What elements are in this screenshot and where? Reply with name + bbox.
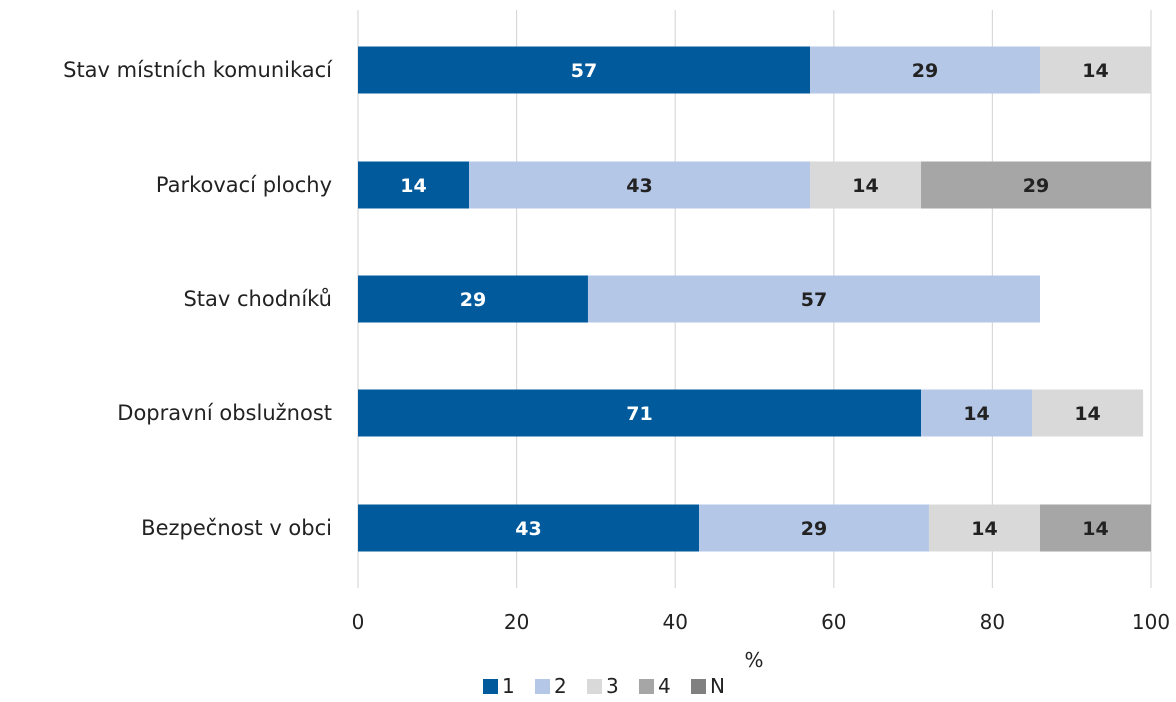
bar-segment-3: [1032, 389, 1144, 437]
data-label: 43: [626, 175, 652, 197]
x-tick-label: 40: [662, 610, 687, 634]
bar-segment-4: [1039, 504, 1151, 552]
bar-segment-1: [358, 389, 922, 437]
legend-swatch-1: [483, 679, 498, 694]
data-label: 14: [400, 175, 426, 197]
bar-segment-3: [1039, 46, 1151, 94]
legend-swatch-4: [639, 679, 654, 694]
category-labels: Stav místních komunikací Parkovací plochy…: [63, 58, 333, 540]
data-label: 14: [852, 175, 878, 197]
data-label: 43: [515, 518, 541, 540]
legend-label: N: [710, 674, 725, 698]
category-label: Dopravní obslužnost: [117, 401, 332, 425]
category-label: Parkovací plochy: [156, 173, 332, 197]
category-label: Stav chodníků: [183, 287, 332, 311]
bar-segment-2: [587, 275, 1040, 323]
legend-swatch-N: [691, 679, 706, 694]
data-label: 57: [571, 60, 597, 82]
bar-segment-2: [698, 504, 929, 552]
data-label: 57: [801, 289, 827, 311]
x-tick-label: 60: [821, 610, 846, 634]
bars: [358, 46, 1151, 552]
data-label: 14: [963, 403, 989, 425]
data-label: 14: [971, 518, 997, 540]
legend-label: 3: [606, 674, 619, 698]
x-tick-label: 100: [1132, 610, 1170, 634]
x-axis-ticks: 0 20 40 60 80 100: [352, 610, 1170, 634]
data-label: 29: [460, 289, 486, 311]
bar-segment-1: [358, 46, 811, 94]
bar-segment-3: [928, 504, 1040, 552]
x-tick-label: 0: [352, 610, 365, 634]
bar-segment-3: [810, 161, 922, 209]
data-label: 14: [1082, 518, 1108, 540]
legend-label: 2: [554, 674, 567, 698]
legend-swatch-3: [587, 679, 602, 694]
bar-segment-1: [358, 504, 699, 552]
legend-label: 1: [502, 674, 515, 698]
data-label: 14: [1082, 60, 1108, 82]
data-label: 29: [1023, 175, 1049, 197]
data-labels: 57 29 14 14 43 14 29 29 57 71 14 14 43 29 14 14: [400, 60, 1108, 540]
bar-segment-1: [358, 161, 470, 209]
x-tick-label: 20: [504, 610, 529, 634]
legend-label: 4: [658, 674, 671, 698]
x-axis-title: %: [744, 648, 763, 672]
bar-segment-2: [810, 46, 1040, 94]
category-label: Stav místních komunikací: [63, 58, 333, 82]
bar-segment-4: [921, 161, 1151, 209]
bar-segment-1: [358, 275, 588, 323]
bar-segment-2: [921, 389, 1033, 437]
legend-swatch-2: [535, 679, 550, 694]
data-label: 29: [912, 60, 938, 82]
category-label: Bezpečnost v obci: [141, 516, 332, 540]
x-tick-label: 80: [980, 610, 1005, 634]
legend: 1 2 3 4 N: [483, 674, 725, 698]
data-label: 71: [626, 403, 652, 425]
data-label: 29: [801, 518, 827, 540]
data-label: 14: [1074, 403, 1100, 425]
bar-segment-2: [469, 161, 811, 209]
